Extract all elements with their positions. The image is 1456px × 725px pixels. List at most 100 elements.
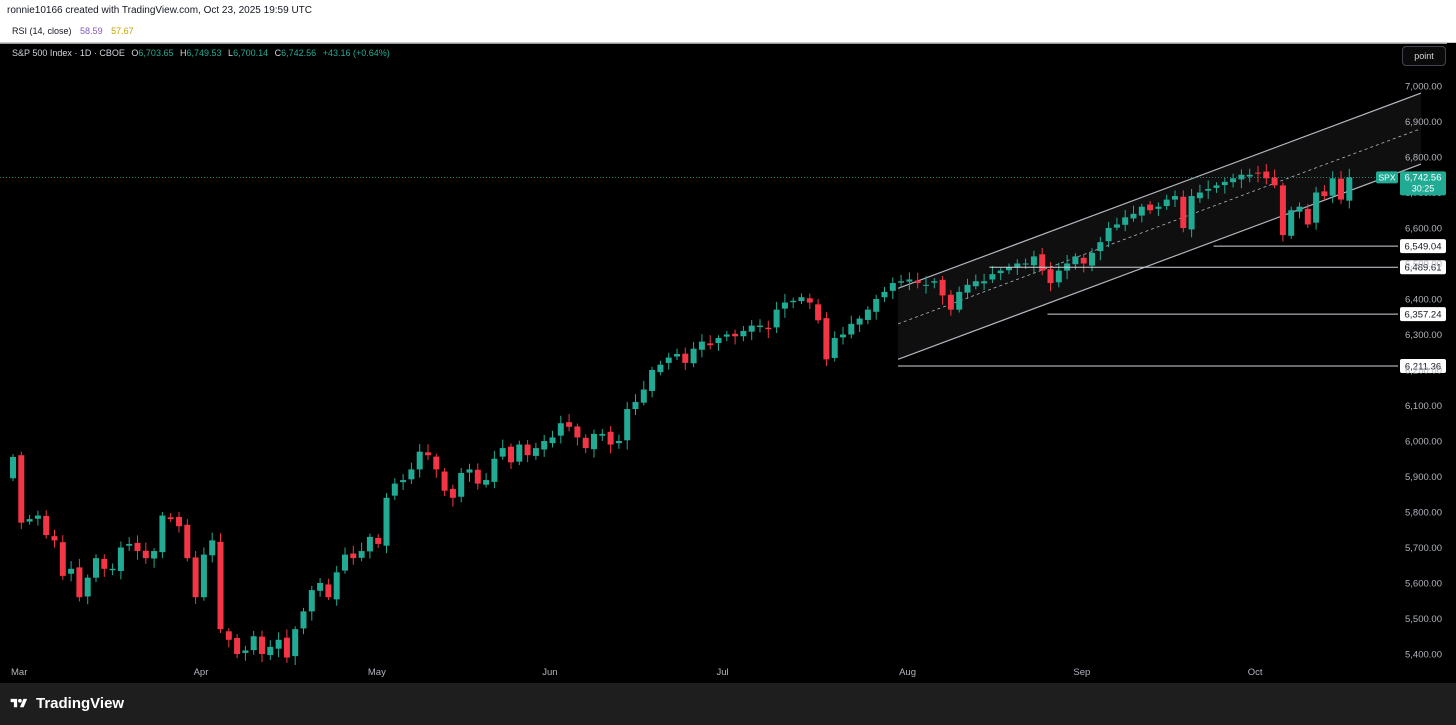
x-tick-label: Aug bbox=[899, 667, 916, 678]
candle-body bbox=[342, 554, 348, 571]
x-tick-label: Jun bbox=[542, 667, 557, 678]
candle-body bbox=[93, 558, 99, 578]
pane-separator[interactable] bbox=[0, 43, 1447, 44]
y-tick-label: 5,700.00 bbox=[1405, 543, 1442, 554]
candle-body bbox=[732, 333, 739, 337]
price-chart[interactable]: 6,549.04 6,489.61 6,357.24 6,211.36 7,000.00… bbox=[0, 44, 1456, 688]
candle-body bbox=[499, 448, 506, 457]
candle-body bbox=[250, 636, 257, 651]
candle-body bbox=[698, 341, 705, 350]
candle-body bbox=[1155, 206, 1162, 209]
candle-body bbox=[333, 572, 340, 600]
candle-body bbox=[848, 323, 855, 335]
candle-body bbox=[1147, 204, 1154, 211]
candle-body bbox=[1039, 254, 1046, 271]
price-level-tag bbox=[1400, 260, 1446, 275]
candle-body bbox=[101, 558, 108, 569]
candle-body bbox=[474, 469, 481, 484]
candle-body bbox=[815, 304, 822, 321]
candle-body bbox=[566, 422, 573, 427]
candle-body bbox=[1338, 178, 1344, 200]
x-tick-label: Mar bbox=[11, 667, 27, 678]
candle-body bbox=[906, 279, 913, 282]
candle-body bbox=[283, 637, 290, 658]
candle-body bbox=[1196, 192, 1203, 199]
candle-body bbox=[1205, 188, 1212, 191]
candle-body bbox=[275, 639, 282, 649]
candle-body bbox=[449, 488, 456, 498]
candle-body bbox=[192, 557, 199, 598]
candle-body bbox=[765, 327, 772, 330]
open-key: O bbox=[131, 48, 139, 58]
candle-body bbox=[1279, 185, 1286, 236]
tradingview-brand: TradingView bbox=[36, 695, 125, 712]
candle-body bbox=[408, 469, 415, 480]
y-tick-label: 6,000.00 bbox=[1405, 437, 1442, 448]
y-tick-label: 5,900.00 bbox=[1405, 472, 1442, 483]
high-value: 6,749.53 bbox=[186, 48, 222, 58]
candle-body bbox=[1163, 199, 1170, 206]
candle-body bbox=[997, 270, 1004, 274]
candle-body bbox=[707, 343, 714, 346]
candle-body bbox=[1221, 181, 1228, 186]
candle-body bbox=[1321, 191, 1328, 197]
candle-body bbox=[790, 300, 797, 303]
candle-body bbox=[1288, 210, 1295, 236]
y-tick-label: 6,800.00 bbox=[1405, 153, 1442, 164]
candle-body bbox=[1180, 196, 1187, 228]
candle-body bbox=[549, 437, 556, 444]
candle-body bbox=[300, 611, 307, 629]
candle-body bbox=[358, 551, 365, 558]
candle-body bbox=[682, 353, 689, 363]
channel-fill bbox=[898, 93, 1421, 360]
candle-body bbox=[1313, 192, 1320, 223]
candle-body bbox=[1097, 242, 1104, 252]
y-tick-label: 6,400.00 bbox=[1405, 295, 1442, 306]
x-tick-label: Sep bbox=[1073, 667, 1090, 678]
candle-body bbox=[217, 541, 224, 630]
candle-body bbox=[591, 433, 597, 450]
candle-body bbox=[184, 524, 191, 559]
candle-body bbox=[416, 451, 423, 470]
candle-body bbox=[391, 483, 398, 496]
candle-body bbox=[632, 401, 639, 410]
candle-body bbox=[267, 646, 274, 656]
candle-body bbox=[981, 281, 988, 284]
candle-body bbox=[1014, 263, 1021, 268]
candle-body bbox=[76, 567, 83, 598]
candle-body bbox=[26, 519, 33, 522]
candle-body bbox=[1246, 174, 1253, 177]
candle-body bbox=[831, 338, 838, 358]
candle-body bbox=[856, 318, 863, 325]
y-tick-label: 6,500.00 bbox=[1405, 259, 1442, 270]
symbol-tag-bg bbox=[1376, 171, 1398, 184]
candle-body bbox=[624, 409, 631, 441]
x-tick-label: Oct bbox=[1248, 667, 1263, 678]
candle-body bbox=[209, 540, 216, 556]
candle-body bbox=[68, 568, 75, 574]
candle-body bbox=[1006, 267, 1012, 271]
candle-body bbox=[483, 480, 490, 485]
price-level-label: 6,549.04 bbox=[1405, 242, 1442, 253]
candle-body bbox=[947, 294, 954, 310]
candle-body bbox=[840, 334, 846, 338]
candlestick-chart[interactable]: 6,549.04 6,489.61 6,357.24 6,211.36 7,000.00… bbox=[0, 44, 1456, 683]
candle-body bbox=[317, 583, 324, 591]
tradingview-logo[interactable]: TradingView bbox=[8, 695, 124, 712]
candle-body bbox=[1130, 213, 1137, 219]
candle-body bbox=[292, 629, 299, 657]
candle-body bbox=[441, 471, 448, 491]
candle-body bbox=[1329, 178, 1336, 196]
symbol-name: S&P 500 Index · 1D · CBOE bbox=[12, 48, 125, 58]
candle-body bbox=[574, 426, 581, 438]
candle-body bbox=[18, 455, 25, 523]
candle-body bbox=[1304, 208, 1311, 225]
rsi-legend: RSI (14, close) 58.59 57.67 bbox=[0, 22, 1456, 43]
candle-body bbox=[532, 448, 539, 456]
x-tick-label: May bbox=[368, 667, 386, 678]
point-button[interactable]: point bbox=[1402, 46, 1446, 66]
rsi-label: RSI (14, close) bbox=[12, 26, 72, 36]
candle-body bbox=[308, 590, 315, 612]
y-tick-label: 6,300.00 bbox=[1405, 330, 1442, 341]
candle-body bbox=[1238, 174, 1245, 180]
